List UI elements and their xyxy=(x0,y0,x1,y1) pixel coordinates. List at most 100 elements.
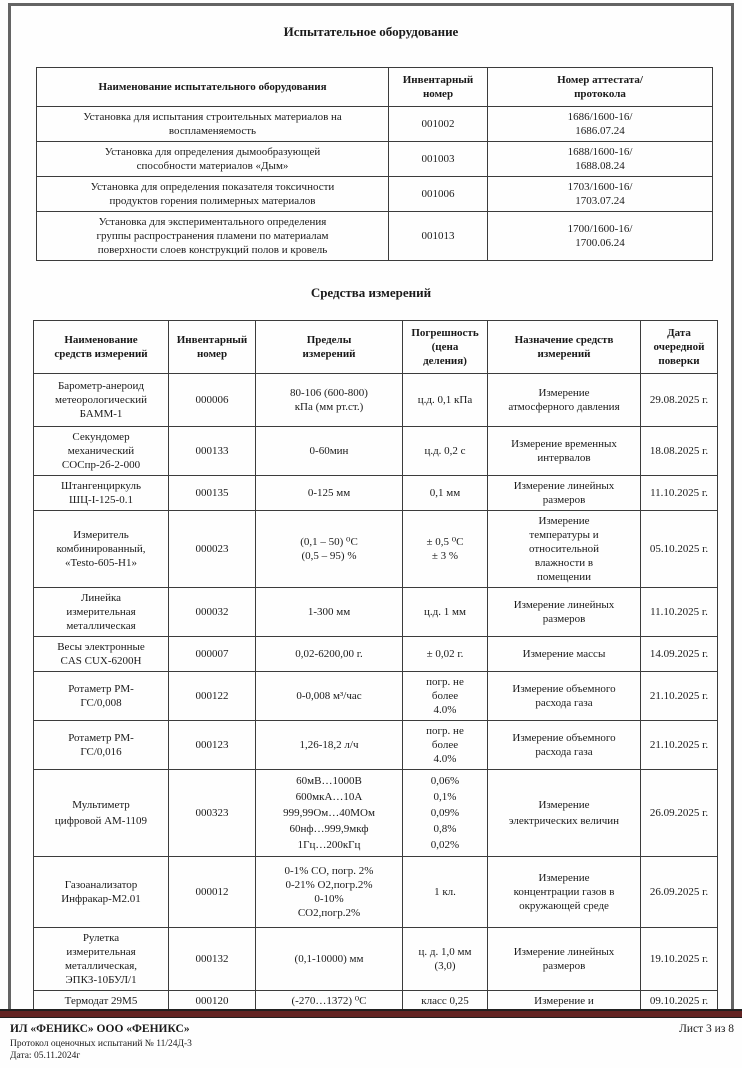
table-cell: 0-125 мм xyxy=(255,475,403,511)
table-cell: погр. не более 4.0% xyxy=(402,671,488,721)
table-cell: 001002 xyxy=(388,106,488,142)
table-cell: 1-300 мм xyxy=(255,587,403,637)
table-row: Ротаметр РМ- ГС/0,016 000123 1,26-18,2 л/ч… xyxy=(33,720,718,770)
table-cell: Измерение линейных размеров xyxy=(487,475,641,511)
scan-edge-left xyxy=(8,3,11,1009)
table-cell: 14.09.2025 г. xyxy=(640,636,718,672)
table-cell: Измерение временных интервалов xyxy=(487,426,641,476)
table-cell: 1686/1600-16/ 1686.07.24 xyxy=(487,106,713,142)
header-cell: Наименование средств измерений xyxy=(33,320,169,374)
table-cell: Ротаметр РМ- ГС/0,008 xyxy=(33,671,169,721)
section-title-equipment: Испытательное оборудование xyxy=(283,24,459,39)
header-cell: Инвентарный номер xyxy=(388,67,488,107)
table-cell: Установка для испытания строительных мат… xyxy=(36,106,389,142)
header-cell: Инвентарный номер xyxy=(168,320,256,374)
table-cell: 000135 xyxy=(168,475,256,511)
table-cell: 1 кл. xyxy=(402,856,488,928)
table-cell: 1703/1600-16/ 1703.07.24 xyxy=(487,176,713,212)
table-cell: Измерение концентрации газов в окружающе… xyxy=(487,856,641,928)
table-row: Установка для определения показателя ток… xyxy=(36,176,713,212)
table-cell: 0,06% 0,1% 0,09% 0,8% 0,02% xyxy=(402,769,488,857)
table-cell: Измерение атмосферного давления xyxy=(487,373,641,427)
table-cell: 0-1% СО, погр. 2% 0-21% О2,погр.2% 0-10%… xyxy=(255,856,403,928)
equipment-table: Наименование испытательного оборудования… xyxy=(36,67,713,261)
table-cell: 000032 xyxy=(168,587,256,637)
table-row: Барометр-анероид метеорологический БАММ-… xyxy=(33,373,718,427)
table-cell: ± 0,02 г. xyxy=(402,636,488,672)
table-cell: 000006 xyxy=(168,373,256,427)
table-cell: (0,1-10000) мм xyxy=(255,927,403,991)
table-row: Установка для определения дымообразующей… xyxy=(36,141,713,177)
table-cell: Измерение линейных размеров xyxy=(487,587,641,637)
header-cell: Погрешность (цена деления) xyxy=(402,320,488,374)
table-cell: (0,1 – 50) ⁰С (0,5 – 95) % xyxy=(255,510,403,588)
protocol-date: Дата: 05.11.2024г xyxy=(10,1051,81,1061)
table-cell: 001003 xyxy=(388,141,488,177)
table-cell: Измерение температуры и относительной вл… xyxy=(487,510,641,588)
table-row: Штангенциркуль ШЦ-I-125-0.1 000135 0-125 м… xyxy=(33,475,718,511)
table-cell: 26.09.2025 г. xyxy=(640,769,718,857)
header-cell: Номер аттестата/ протокола xyxy=(487,67,713,107)
table-cell: Измерение массы xyxy=(487,636,641,672)
table-cell: 21.10.2025 г. xyxy=(640,720,718,770)
lab-name: ИЛ «ФЕНИКС» ООО «ФЕНИКС» xyxy=(10,1023,190,1035)
table-cell: ц.д. 0,1 кПа xyxy=(402,373,488,427)
table-row: Мультиметр цифровой АМ-1109 000323 60мВ…10… xyxy=(33,769,718,857)
table-cell: Измерение линейных размеров xyxy=(487,927,641,991)
header-cell: Пределы измерений xyxy=(255,320,403,374)
page-content: Испытательное оборудование Наименование … xyxy=(33,24,718,1009)
table-cell: Штангенциркуль ШЦ-I-125-0.1 xyxy=(33,475,169,511)
table-cell: класс 0,25 xyxy=(402,990,488,1009)
table-cell: Установка для определения дымообразующей… xyxy=(36,141,389,177)
table-cell: 19.10.2025 г. xyxy=(640,927,718,991)
table-cell: 11.10.2025 г. xyxy=(640,475,718,511)
table-cell: Барометр-анероид метеорологический БАММ-… xyxy=(33,373,169,427)
table-cell: 0,02-6200,00 г. xyxy=(255,636,403,672)
table-cell: 000023 xyxy=(168,510,256,588)
table-cell: ц.д. 0,2 с xyxy=(402,426,488,476)
table-cell: Измерение и xyxy=(487,990,641,1009)
header-cell: Назначение средств измерений xyxy=(487,320,641,374)
table-cell: 000122 xyxy=(168,671,256,721)
table-cell: Ротаметр РМ- ГС/0,016 xyxy=(33,720,169,770)
page-footer: ИЛ «ФЕНИКС» ООО «ФЕНИКС» Протокол оценоч… xyxy=(10,1022,734,1062)
table-cell: 001006 xyxy=(388,176,488,212)
table-cell: 05.10.2025 г. xyxy=(640,510,718,588)
table-row: Установка для испытания строительных мат… xyxy=(36,106,713,142)
table-row: Измеритель комбинированный, «Testo-605-H… xyxy=(33,510,718,588)
header-row: Наименование испытательного оборудования… xyxy=(36,67,713,107)
table-cell: 26.09.2025 г. xyxy=(640,856,718,928)
table-cell: (-270…1372) ⁰С xyxy=(255,990,403,1009)
table-cell: 11.10.2025 г. xyxy=(640,587,718,637)
table-row: Секундомер механический СОСпр-2б-2-000 00… xyxy=(33,426,718,476)
table-cell: 18.08.2025 г. xyxy=(640,426,718,476)
table-cell: 29.08.2025 г. xyxy=(640,373,718,427)
table-cell: Рулетка измерительная металлическая, ЭПК… xyxy=(33,927,169,991)
table-row: Установка для экспериментального определ… xyxy=(36,211,713,261)
table-cell: 000132 xyxy=(168,927,256,991)
table-row: Рулетка измерительная металлическая, ЭПК… xyxy=(33,927,718,991)
table-cell: 1700/1600-16/ 1700.06.24 xyxy=(487,211,713,261)
table-cell: 21.10.2025 г. xyxy=(640,671,718,721)
table-cell: ц.д. 1 мм xyxy=(402,587,488,637)
table-cell: Газоанализатор Инфракар-М2.01 xyxy=(33,856,169,928)
protocol-number: Протокол оценочных испытаний № 11/24Д-3 xyxy=(10,1039,192,1049)
table-cell: 000133 xyxy=(168,426,256,476)
table-row: Весы электронные CAS CUX-6200H 000007 0,02… xyxy=(33,636,718,672)
table-cell: 1,26-18,2 л/ч xyxy=(255,720,403,770)
section-title-instruments: Средства измерений xyxy=(310,285,432,300)
table-cell: 0-60мин xyxy=(255,426,403,476)
table-cell: ± 0,5 ⁰С ± 3 % xyxy=(402,510,488,588)
table-row: Газоанализатор Инфракар-М2.01 000012 0-1% … xyxy=(33,856,718,928)
table-cell: Измерение электрических величин xyxy=(487,769,641,857)
footer-divider-rule xyxy=(0,1009,742,1018)
table-cell: 0,1 мм xyxy=(402,475,488,511)
table-cell: 001013 xyxy=(388,211,488,261)
table-cell: Установка для определения показателя ток… xyxy=(36,176,389,212)
header-cell: Дата очередной поверки xyxy=(640,320,718,374)
table-cell: ц. д. 1,0 мм (3,0) xyxy=(402,927,488,991)
scan-edge-right xyxy=(731,3,734,1009)
header-cell: Наименование испытательного оборудования xyxy=(36,67,389,107)
table-cell: 80-106 (600-800) кПа (мм рт.ст.) xyxy=(255,373,403,427)
